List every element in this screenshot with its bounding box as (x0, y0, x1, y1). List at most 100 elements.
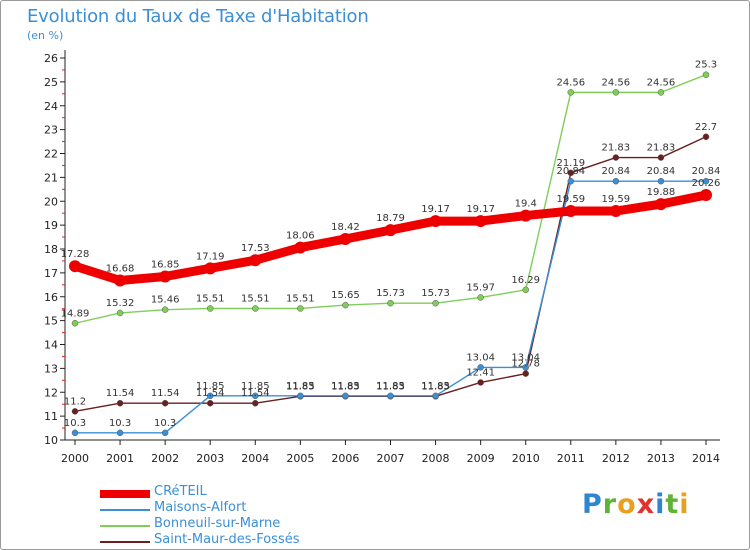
line-chart: 10 11 12 13 14 15 16 17 18 19 20 21 22 23 24 25 26 2000 20… (44, 50, 721, 465)
logo-letter: P (582, 489, 603, 520)
data-point (161, 306, 169, 313)
data-point (429, 215, 442, 228)
data-label: 20.84 (556, 166, 585, 177)
y-tick-label: 14 (44, 339, 58, 352)
y-tick-label: 23 (44, 124, 58, 137)
data-label: 15.65 (331, 290, 360, 301)
data-point (567, 89, 575, 96)
data-point (612, 177, 620, 185)
data-label: 11.85 (196, 381, 225, 392)
data-point (474, 215, 487, 228)
data-label: 15.51 (196, 293, 225, 304)
legend-label: CRéTEIL (154, 484, 207, 499)
legend-swatch (100, 509, 150, 511)
x-tick-label: 2003 (196, 452, 224, 465)
legend-label: Saint-Maur-des-Fossés (154, 532, 300, 547)
data-labels: 17.28 16.68 16.85 17.19 17.53 18.06 18.42 18.79… (61, 60, 721, 429)
data-point (564, 205, 577, 218)
data-point (702, 71, 710, 78)
data-label: 15.73 (376, 288, 405, 299)
data-point (204, 262, 217, 275)
x-tick-label: 2006 (331, 452, 359, 465)
data-point (519, 209, 532, 222)
data-label: 11.54 (241, 388, 270, 399)
y-tick-label: 11 (44, 410, 58, 423)
data-label: 19.4 (515, 199, 537, 210)
data-point (522, 364, 529, 371)
data-label: 11.83 (286, 381, 315, 392)
data-label: 19.59 (556, 194, 585, 205)
data-label: 15.51 (241, 293, 270, 304)
data-point (612, 154, 620, 161)
data-label: 15.97 (466, 282, 495, 293)
y-tick-label: 15 (44, 315, 58, 328)
y-tick-label: 24 (44, 100, 58, 113)
data-point (116, 429, 124, 437)
data-point (206, 392, 214, 400)
data-label: 11.54 (196, 388, 225, 399)
data-point (567, 169, 575, 177)
data-point (114, 274, 127, 287)
data-point (71, 429, 79, 437)
legend-swatch (100, 525, 150, 527)
x-tick-label: 2010 (512, 452, 540, 465)
logo-letter: x (636, 489, 656, 520)
data-point (477, 379, 484, 386)
data-label: 19.17 (421, 204, 450, 215)
data-point (654, 198, 667, 211)
data-point (387, 392, 394, 400)
logo-letter: r (602, 489, 618, 520)
data-label: 19.59 (602, 194, 631, 205)
y-tick-label: 20 (44, 195, 58, 208)
data-label: 10.3 (64, 418, 86, 429)
x-tick-label: 2008 (422, 452, 450, 465)
data-point (477, 364, 484, 371)
data-label: 21.83 (602, 143, 631, 154)
data-label: 10.3 (109, 418, 131, 429)
data-label: 16.29 (511, 275, 540, 286)
logo-letter: i (655, 489, 666, 520)
x-tick-label: 2004 (241, 452, 269, 465)
data-label: 10.3 (154, 418, 176, 429)
y-tick-label: 26 (44, 52, 58, 65)
data-point (159, 270, 172, 283)
data-point (567, 177, 575, 185)
data-label: 11.83 (331, 381, 360, 392)
x-tick-label: 2011 (557, 452, 585, 465)
data-point (342, 301, 349, 309)
data-label: 17.53 (241, 243, 270, 254)
data-label: 24.56 (647, 77, 676, 88)
data-point (252, 392, 259, 400)
data-point (522, 370, 529, 377)
y-tick-label: 18 (44, 243, 58, 256)
data-point (116, 399, 124, 407)
logo-letter: i (679, 489, 690, 520)
legend-swatch (100, 541, 150, 543)
data-label: 15.46 (151, 295, 180, 306)
data-point (702, 177, 710, 185)
x-tick-label: 2014 (692, 452, 720, 465)
data-point (522, 286, 529, 294)
data-point (384, 224, 397, 237)
data-point (206, 305, 214, 312)
data-label: 21.83 (647, 143, 676, 154)
data-point (249, 254, 262, 267)
legend-label: Bonneuil-sur-Marne (154, 516, 281, 531)
data-label: 19.17 (466, 204, 495, 215)
y-tick-label: 25 (44, 76, 58, 89)
data-label: 20.84 (647, 166, 676, 177)
data-point (432, 299, 439, 307)
data-label: 11.83 (376, 381, 405, 392)
data-label: 11.2 (64, 396, 86, 407)
data-label: 16.68 (106, 264, 135, 275)
y-tick-label: 17 (44, 267, 58, 280)
data-label: 15.51 (286, 293, 315, 304)
y-tick-label: 21 (44, 171, 58, 184)
data-point (252, 399, 259, 407)
data-label: 11.83 (421, 381, 450, 392)
legend-label: Maisons-Alfort (154, 500, 247, 515)
data-label: 18.42 (331, 222, 360, 233)
y-tick-label: 19 (44, 219, 58, 232)
data-label: 22.7 (695, 122, 717, 133)
data-point (71, 320, 79, 327)
